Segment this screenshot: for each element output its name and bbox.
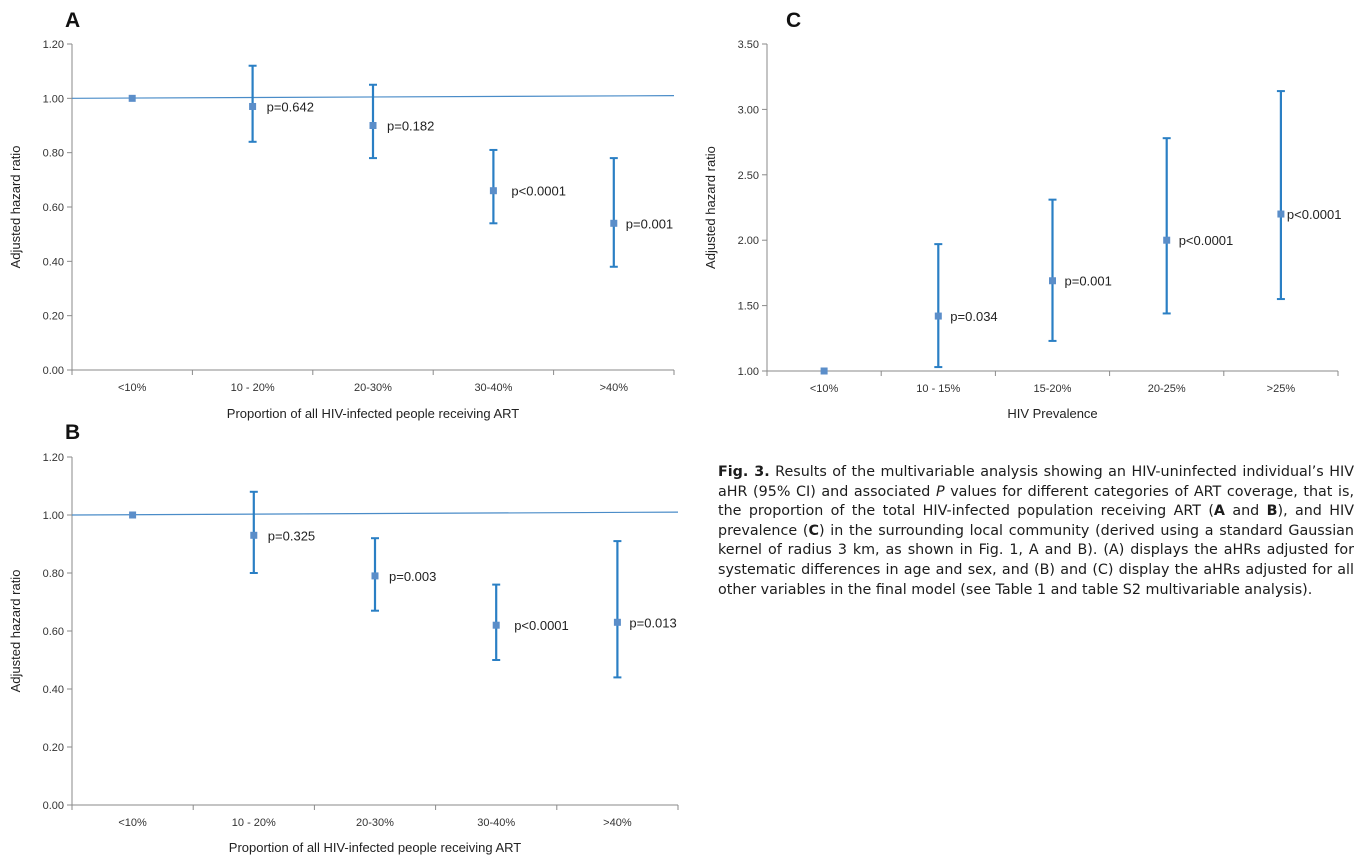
x-tick-label: 20-25% — [1148, 383, 1186, 395]
y-tick-label: 0.00 — [43, 365, 64, 377]
p-value-label: p=0.001 — [1065, 274, 1112, 289]
data-point — [369, 122, 377, 129]
p-value-label: p<0.0001 — [1179, 233, 1234, 248]
caption-ref-c: C — [808, 522, 819, 539]
y-tick-label: 1.50 — [738, 301, 759, 313]
chart-panel-b: B 0.00 0.20 0.40 0.60 0.80 1.00 1.20 <10% 10 - 20… — [8, 421, 679, 855]
x-tick-label: 30-40% — [477, 817, 515, 829]
p-value-label: p=0.001 — [626, 216, 673, 231]
y-tick-label: 0.20 — [43, 742, 64, 754]
x-tick-label: 30-40% — [474, 382, 512, 394]
y-tick-label: 0.40 — [43, 256, 64, 268]
y-tick-label: 0.60 — [43, 202, 64, 214]
y-tick-label: 1.20 — [43, 452, 64, 464]
x-tick-label: <10% — [118, 382, 147, 394]
caption-ref-b: B — [1266, 503, 1278, 520]
x-axis-title: Proportion of all HIV-infected people re… — [229, 840, 521, 855]
x-tick-label: 15-20% — [1034, 383, 1072, 395]
p-value-label: p<0.0001 — [1287, 207, 1342, 222]
p-value-label: p<0.0001 — [514, 618, 569, 633]
caption-text-2: values for different categories of ART c… — [718, 483, 1354, 520]
y-tick-label: 1.00 — [738, 366, 759, 378]
y-tick-label: 0.40 — [43, 684, 64, 696]
x-tick-label: 10 - 15% — [916, 383, 960, 395]
data-point — [934, 312, 942, 320]
y-tick-label: 0.60 — [43, 626, 64, 638]
caption-and: and — [1225, 503, 1267, 520]
y-tick-label: 1.00 — [43, 93, 64, 105]
caption-fig-label: Fig. 3. — [718, 464, 770, 480]
p-value-label: p=0.642 — [267, 99, 314, 114]
y-tick-label: 3.50 — [738, 39, 759, 51]
x-tick-label: <10% — [810, 383, 839, 395]
x-axis-title: HIV Prevalence — [1007, 406, 1097, 421]
y-tick-label: 0.20 — [43, 311, 64, 323]
data-point — [250, 531, 258, 539]
chart-panel-c: C 1.00 1.50 2.00 2.50 3.00 3.50 <10% 10 - 15% 15-… — [703, 9, 1341, 421]
x-tick-label: 10 - 20% — [232, 817, 276, 829]
p-value-label: p=0.325 — [268, 528, 315, 543]
p-value-label: p=0.013 — [629, 615, 676, 630]
chart-panel-a: A 0.00 0.20 0.40 0.60 0.80 1.00 1.20 <10% 10 - 20… — [8, 9, 675, 421]
y-tick-label: 1.20 — [43, 39, 64, 51]
reference-line — [71, 511, 679, 516]
y-tick-label: 3.00 — [738, 104, 759, 116]
y-tick-label: 2.00 — [738, 235, 759, 247]
x-tick-label: 20-30% — [356, 817, 394, 829]
data-point — [1049, 277, 1056, 285]
data-point — [129, 511, 137, 519]
figure-caption: Fig. 3. Results of the multivariable ana… — [718, 463, 1354, 600]
y-axis-title: Adjusted hazard ratio — [8, 570, 23, 693]
p-value-label: p<0.0001 — [511, 184, 566, 199]
data-point — [492, 621, 500, 629]
data-point — [249, 102, 257, 110]
x-tick-label: >40% — [600, 382, 629, 394]
y-axis-title: Adjusted hazard ratio — [703, 146, 718, 269]
x-tick-label: <10% — [118, 817, 147, 829]
y-axis-title: Adjusted hazard ratio — [8, 146, 23, 269]
panel-letter: C — [786, 9, 801, 32]
y-tick-label: 0.80 — [43, 148, 64, 160]
caption-text-1: Results of the multivariable analysis sh… — [718, 464, 1354, 500]
p-value-label: p=0.034 — [950, 309, 997, 324]
data-point — [613, 618, 621, 626]
x-tick-label: 10 - 20% — [231, 382, 275, 394]
x-tick-label: >40% — [603, 817, 632, 829]
p-value-label: p=0.003 — [389, 569, 436, 584]
data-point — [371, 572, 379, 580]
caption-ref-a: A — [1213, 503, 1225, 520]
data-point — [1277, 210, 1285, 218]
data-point — [128, 94, 136, 102]
p-value-label: p=0.182 — [387, 119, 434, 134]
y-tick-label: 1.00 — [43, 510, 64, 522]
data-point — [489, 187, 497, 195]
data-point — [820, 367, 828, 375]
y-tick-label: 0.80 — [43, 568, 64, 580]
x-tick-label: 20-30% — [354, 382, 392, 394]
caption-text-4: ) in the surrounding local community (de… — [718, 522, 1354, 598]
data-point — [1163, 236, 1171, 244]
y-tick-label: 2.50 — [738, 170, 759, 182]
data-point — [610, 219, 618, 227]
caption-p-italic: P — [935, 483, 945, 500]
x-axis-title: Proportion of all HIV-infected people re… — [227, 406, 519, 421]
y-tick-label: 0.00 — [43, 800, 64, 812]
panel-letter: B — [65, 421, 80, 444]
caption-text-3: ), and HIV prevalence ( — [718, 503, 1354, 539]
x-tick-label: >25% — [1267, 383, 1296, 395]
panel-letter: A — [65, 9, 80, 32]
